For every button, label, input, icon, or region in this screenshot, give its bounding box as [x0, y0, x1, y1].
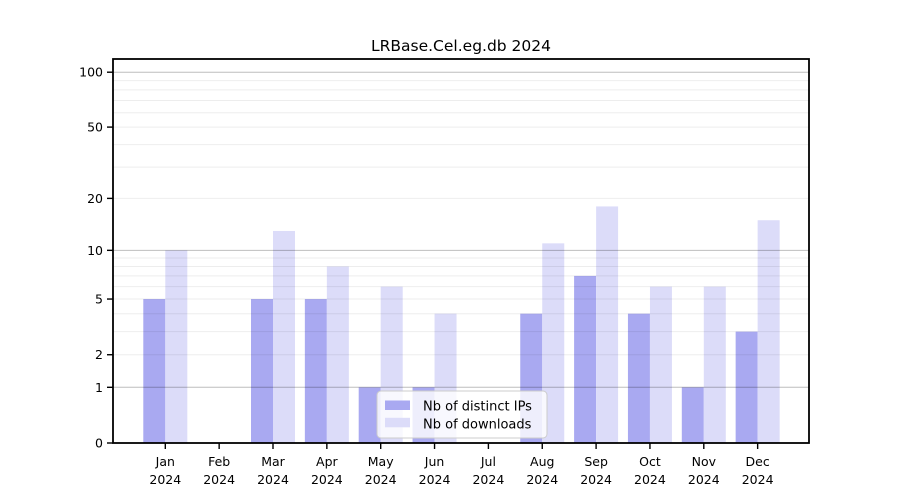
- legend-box: [376, 390, 548, 439]
- y-tick-label: 2: [95, 347, 103, 362]
- legend-label: Nb of downloads: [423, 417, 532, 432]
- x-tick-label-month: Sep: [584, 454, 608, 469]
- bar-downloads: [542, 243, 565, 443]
- legend-swatch-downloads: [385, 417, 410, 428]
- x-tick-label-month: Feb: [208, 454, 230, 469]
- x-tick-label-year: 2024: [634, 472, 666, 487]
- bar-distinct-ips: [251, 299, 273, 443]
- x-tick-label-year: 2024: [311, 472, 343, 487]
- bar-downloads: [703, 286, 726, 443]
- bar-distinct-ips: [574, 275, 597, 443]
- bar-distinct-ips: [358, 387, 381, 443]
- x-tick-label-month: Apr: [316, 454, 338, 469]
- bar-downloads: [649, 286, 672, 443]
- y-tick-label: 1: [95, 380, 103, 395]
- x-tick-label-year: 2024: [526, 472, 558, 487]
- chart-title: LRBase.Cel.eg.db 2024: [371, 37, 551, 55]
- x-tick-label-year: 2024: [688, 472, 720, 487]
- bar-downloads: [596, 206, 619, 443]
- x-tick-label-year: 2024: [149, 472, 181, 487]
- legend-label: Nb of distinct IPs: [423, 400, 532, 415]
- y-tick-label: 20: [87, 191, 103, 206]
- x-tick-label-month: Nov: [692, 454, 717, 469]
- x-tick-label-month: May: [368, 454, 394, 469]
- bar-distinct-ips: [304, 299, 327, 443]
- x-tick-label-month: Jan: [155, 454, 175, 469]
- bar-distinct-ips: [143, 299, 166, 443]
- bar-distinct-ips: [627, 313, 650, 443]
- x-tick-label-year: 2024: [203, 472, 235, 487]
- y-tick-label: 5: [95, 292, 103, 307]
- bar-distinct-ips: [681, 387, 704, 443]
- x-tick-label-year: 2024: [580, 472, 612, 487]
- y-tick-label: 0: [95, 436, 103, 451]
- x-tick-label-year: 2024: [742, 472, 774, 487]
- x-tick-label-month: Mar: [261, 454, 285, 469]
- y-tick-label: 10: [87, 243, 103, 258]
- y-tick-label: 100: [79, 65, 103, 80]
- x-tick-label-month: Jul: [480, 454, 496, 469]
- x-tick-label-year: 2024: [419, 472, 451, 487]
- x-tick-label-month: Oct: [639, 454, 661, 469]
- x-tick-label-year: 2024: [365, 472, 397, 487]
- x-tick-label-year: 2024: [472, 472, 504, 487]
- x-tick-label-month: Aug: [530, 454, 554, 469]
- x-tick-label-year: 2024: [257, 472, 289, 487]
- bar-distinct-ips: [735, 331, 758, 443]
- x-tick-label-month: Dec: [746, 454, 770, 469]
- bar-downloads: [165, 250, 188, 443]
- bar-downloads: [273, 230, 295, 443]
- x-tick-label-month: Jun: [424, 454, 445, 469]
- y-tick-label: 50: [87, 120, 103, 135]
- legend-swatch-distinct-ips: [385, 400, 410, 410]
- bar-downloads: [326, 266, 349, 443]
- bar-downloads: [757, 220, 780, 443]
